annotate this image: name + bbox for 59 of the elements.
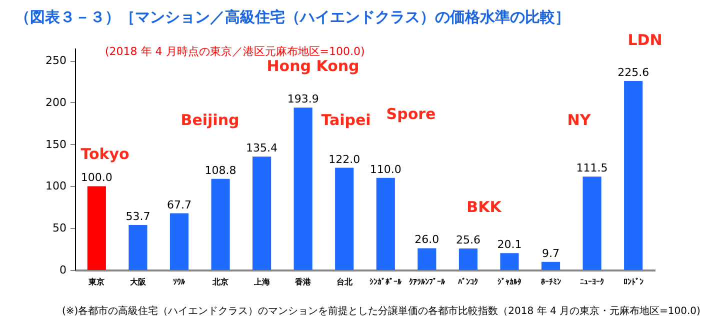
x-tick-label: ﾛﾝﾄﾞﾝ	[623, 278, 644, 286]
annotation: Taipei	[321, 111, 371, 129]
annotation: Beijing	[180, 111, 240, 129]
annotation: (2018 年 4 月時点の東京／港区元麻布地区=100.0)	[105, 45, 365, 58]
annotation: NY	[567, 111, 592, 129]
x-tick-label: 上海	[252, 278, 270, 286]
bar	[458, 248, 478, 270]
y-tick-label: 0	[60, 264, 66, 276]
bar	[418, 248, 436, 270]
x-tick-label: ﾎｰﾁﾐﾝ	[540, 278, 561, 286]
y-tick-label: 250	[46, 54, 66, 68]
data-label: 111.5	[576, 162, 608, 175]
x-tick-label: ｸｱﾗﾙﾝﾌﾟｰﾙ	[408, 276, 446, 286]
x-tick-label: ｿｳﾙ	[173, 278, 186, 286]
x-tick-label: ｼﾝｶﾞﾎﾟｰﾙ	[370, 276, 403, 286]
x-tick-label: 台北	[336, 278, 354, 286]
x-tick-label: ﾆｭｰﾖｰｸ	[580, 278, 604, 286]
annotation: LDN	[628, 31, 662, 49]
bar	[252, 156, 272, 270]
y-tick-label: 50	[52, 222, 66, 235]
annotation: BKK	[466, 198, 503, 216]
text: (※)各都市の高級住宅（ハイエンドクラス）のマンションを前提とした分譲単価の各都市比較指数（2018 年 4 月の東京・元麻布地区=100.0)	[62, 304, 702, 318]
x-tick-label: 大阪	[130, 278, 147, 286]
bar	[335, 168, 354, 270]
y-tick-label: 100	[46, 180, 66, 193]
data-label: 225.6	[618, 66, 650, 80]
bar	[500, 253, 519, 270]
data-label: 25.6	[456, 234, 480, 247]
data-label: 108.8	[204, 164, 236, 177]
data-label: 110.0	[370, 162, 402, 176]
data-label: 67.7	[166, 198, 192, 212]
data-label: 193.9	[287, 92, 319, 106]
annotation: Hong Kong	[266, 57, 360, 75]
annotation: Tokyo	[80, 145, 130, 163]
bar	[170, 213, 189, 270]
bar	[128, 225, 148, 270]
data-label: 100.0	[80, 171, 112, 184]
bar	[624, 81, 643, 270]
data-label: 9.7	[542, 246, 560, 260]
x-tick-label: ﾊﾞﾝｺｸ	[458, 278, 478, 286]
data-label: 53.7	[126, 210, 150, 224]
bar	[376, 178, 395, 270]
annotation: Spore	[386, 105, 436, 123]
data-label: 20.1	[497, 238, 522, 252]
y-tick-label: 200	[46, 96, 66, 109]
bar	[541, 262, 560, 270]
x-tick-label: ｼﾞｬｶﾙﾀ	[497, 278, 522, 286]
bar	[294, 108, 312, 270]
data-label: 122.0	[328, 152, 360, 166]
data-label: 135.4	[246, 142, 278, 155]
bar	[582, 176, 602, 270]
x-tick-label: 北京	[212, 278, 229, 286]
data-label: 26.0	[414, 233, 440, 246]
x-tick-label: 香港	[294, 278, 312, 286]
x-tick-label: 東京	[88, 278, 105, 286]
bar	[211, 178, 230, 270]
chart-title: （図表３－３）［マンション／高級住宅（ハイエンドクラス）の価格水準の比較］	[15, 8, 570, 26]
y-tick-label: 150	[46, 138, 66, 151]
bar	[87, 186, 106, 270]
